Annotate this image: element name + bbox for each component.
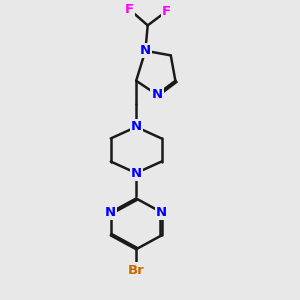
Text: N: N — [152, 88, 163, 101]
Text: N: N — [130, 167, 142, 180]
Text: N: N — [156, 206, 167, 219]
Text: F: F — [162, 5, 171, 18]
Text: N: N — [130, 120, 142, 134]
Text: F: F — [125, 3, 134, 16]
Text: Br: Br — [128, 263, 145, 277]
Text: N: N — [140, 44, 151, 57]
Text: N: N — [105, 206, 116, 219]
